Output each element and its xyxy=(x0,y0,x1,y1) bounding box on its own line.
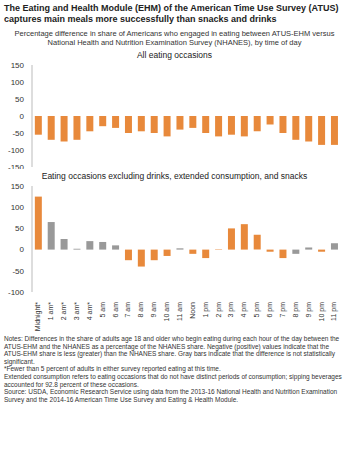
svg-text:0: 0 xyxy=(20,112,25,121)
html-text:Extended consumption refers to: Extended consumption refers to eating oc… xyxy=(4,373,342,388)
svg-text:7 am: 7 am xyxy=(124,302,131,318)
svg-text:4 pm: 4 pm xyxy=(240,302,248,318)
svg-text:6 pm: 6 pm xyxy=(266,302,274,318)
html-text:Source: USDA, Economic Researc: Source: USDA, Economic Research Service … xyxy=(4,388,338,403)
html-text:Notes: Differences in the shar: Notes: Differences in the share of adult… xyxy=(4,335,340,365)
svg-text:8 pm: 8 pm xyxy=(292,302,300,318)
svg-text:11 pm: 11 pm xyxy=(330,302,338,321)
svg-text:150: 150 xyxy=(11,182,25,191)
svg-text:10 pm: 10 pm xyxy=(318,302,326,322)
svg-text:150: 150 xyxy=(11,61,25,70)
svg-text:8 am: 8 am xyxy=(137,302,144,318)
svg-text:10 am: 10 am xyxy=(163,302,170,322)
svg-text:Noon: Noon xyxy=(189,302,196,319)
svg-text:100: 100 xyxy=(11,78,25,87)
svg-text:3 am*: 3 am* xyxy=(73,302,80,321)
html-text:*Fewer than 5 percent of adult: *Fewer than 5 percent of adults in eithe… xyxy=(4,365,221,373)
svg-text:50: 50 xyxy=(15,224,24,233)
svg-text:-50: -50 xyxy=(12,129,24,138)
svg-text:5 am: 5 am xyxy=(99,302,106,318)
html-text:All eating occasions: All eating occasions xyxy=(136,50,213,60)
svg-text:1 am*: 1 am* xyxy=(47,302,54,321)
svg-text:-50: -50 xyxy=(12,267,24,276)
svg-text:2 am*: 2 am* xyxy=(60,302,67,321)
svg-text:-100: -100 xyxy=(8,288,25,297)
html-text:Eating occasions excluding dri: Eating occasions excluding drinks, exten… xyxy=(41,171,308,181)
html-text:The Eating and Health Module (: The Eating and Health Module (EHM) of th… xyxy=(4,3,339,24)
svg-text:0: 0 xyxy=(20,245,25,254)
svg-text:Midnight*: Midnight* xyxy=(34,302,42,331)
svg-text:6 am: 6 am xyxy=(112,302,119,318)
svg-text:2 pm: 2 pm xyxy=(215,302,223,318)
svg-text:7 pm: 7 pm xyxy=(279,302,287,318)
svg-text:3 pm: 3 pm xyxy=(227,302,235,318)
svg-text:50: 50 xyxy=(15,95,24,104)
svg-text:9 am: 9 am xyxy=(150,302,157,318)
svg-text:5 pm: 5 pm xyxy=(253,302,261,318)
svg-text:1 pm: 1 pm xyxy=(202,302,210,318)
svg-text:100: 100 xyxy=(11,203,25,212)
html-text:Percentage difference in share: Percentage difference in share of Americ… xyxy=(14,29,335,47)
svg-text:9 pm: 9 pm xyxy=(305,302,313,318)
svg-text:11 am: 11 am xyxy=(176,302,183,321)
svg-text:-150: -150 xyxy=(8,163,25,169)
svg-text:4 am*: 4 am* xyxy=(86,302,93,321)
svg-text:-100: -100 xyxy=(8,146,25,155)
